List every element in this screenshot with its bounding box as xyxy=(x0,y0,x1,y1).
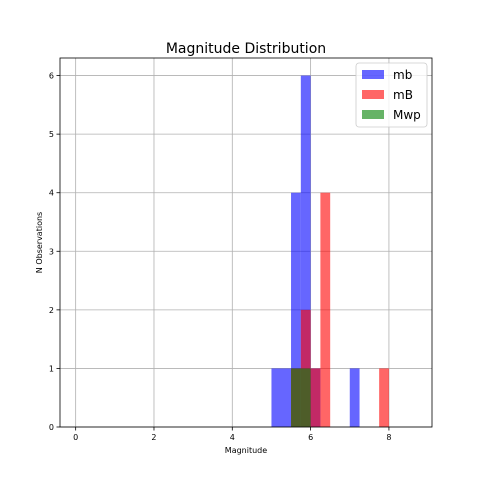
x-tick-label: 8 xyxy=(386,433,391,442)
chart-title: Magnitude Distribution xyxy=(166,41,326,57)
x-tick-label: 0 xyxy=(73,433,78,442)
legend: mb mB Mwp xyxy=(355,62,428,128)
bar-mb xyxy=(291,192,301,427)
y-tick-label: 6 xyxy=(49,72,54,81)
histogram-bars xyxy=(271,75,389,428)
legend-label-mwp: Mwp xyxy=(393,108,421,122)
y-tick-label: 0 xyxy=(49,423,54,432)
legend-label-mb: mB xyxy=(393,88,413,102)
y-axis-label: N Observations xyxy=(35,212,44,273)
bar-mb xyxy=(310,368,321,427)
bar-mb xyxy=(271,368,292,427)
y-tick-label: 1 xyxy=(49,364,54,373)
x-tick-label: 2 xyxy=(151,433,156,442)
bar-mb xyxy=(379,368,389,427)
axis-ticks: 0 2 4 6 8 0 1 2 3 4 5 6 xyxy=(49,72,392,442)
bar-mb xyxy=(300,75,311,428)
legend-label-mb: mb xyxy=(393,68,412,82)
bar-mwp xyxy=(291,368,311,427)
legend-swatch-mb xyxy=(362,90,384,99)
bar-mb xyxy=(320,192,331,427)
y-tick-label: 4 xyxy=(49,189,54,198)
plot-area-frame xyxy=(59,57,433,428)
y-tick-label: 5 xyxy=(49,130,54,139)
legend-swatch-mwp xyxy=(362,110,384,119)
x-tick-label: 4 xyxy=(230,433,235,442)
x-axis-label: Magnitude xyxy=(225,446,267,455)
y-tick-label: 3 xyxy=(49,247,54,256)
legend-swatch-mb xyxy=(362,70,384,79)
grid-lines xyxy=(60,58,432,428)
bar-mb xyxy=(349,368,360,427)
y-tick-label: 2 xyxy=(49,306,54,315)
x-tick-label: 6 xyxy=(308,433,313,442)
